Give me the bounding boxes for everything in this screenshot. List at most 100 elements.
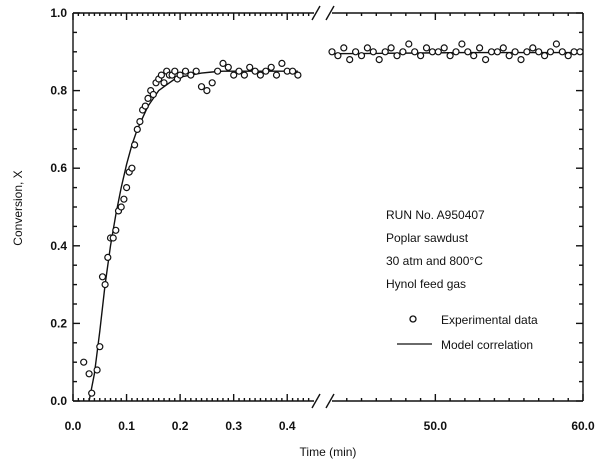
experimental-data-point: [197, 83, 206, 91]
y-tick-label: 0.4: [50, 239, 67, 253]
experimental-data-point: [570, 48, 578, 56]
experimental-data-point: [458, 40, 466, 48]
experimental-data-point: [387, 44, 395, 52]
experimental-data-point: [511, 48, 519, 56]
experimental-data-point: [381, 48, 389, 56]
experimental-data-point: [171, 67, 179, 75]
experimental-data-point: [149, 90, 157, 99]
legend-label-model: Model correlation: [441, 338, 533, 352]
experimental-data-point: [399, 48, 407, 56]
y-tick-label: 0.6: [50, 161, 67, 175]
experimental-data-point: [208, 79, 216, 87]
experimental-data-point: [535, 48, 543, 56]
axis-break-mark: [325, 5, 335, 21]
experimental-data-point: [187, 71, 195, 79]
experimental-data-point: [224, 63, 232, 71]
experimental-data-point: [101, 281, 109, 289]
experimental-data-point: [117, 203, 125, 211]
experimental-data-point: [136, 117, 144, 126]
legend: Experimental data Model correlation: [397, 313, 538, 352]
axis-break-mark: [311, 393, 321, 409]
axis-ticks: [72, 12, 584, 402]
experimental-data-point: [546, 48, 555, 56]
experimental-data-point: [487, 48, 496, 56]
experimental-data-point: [452, 48, 460, 56]
experimental-data-point: [346, 55, 354, 64]
experimental-data-point: [505, 52, 513, 60]
experimental-data-point: [278, 59, 286, 68]
x-tick-label: 0.0: [65, 419, 82, 433]
experimental-data-point: [267, 63, 275, 71]
experimental-data-point: [176, 71, 184, 79]
axis-break-mark: [325, 393, 335, 409]
experimental-data-point: [120, 195, 128, 203]
experimental-data-point: [112, 226, 120, 234]
axis-break-mark: [311, 5, 321, 21]
experimental-data-point: [272, 71, 281, 79]
experimental-data-point: [144, 94, 152, 103]
x-tick-label: 50.0: [424, 419, 448, 433]
y-tick-label: 1.0: [50, 6, 67, 20]
experimental-data-point: [417, 52, 425, 60]
annotation-conditions: 30 atm and 800°C: [386, 254, 483, 268]
experimental-data-point: [411, 48, 419, 56]
experimental-data-point: [262, 67, 270, 75]
experimental-data-point: [104, 253, 112, 261]
experimental-data-point: [482, 55, 490, 64]
experimental-data-point: [93, 366, 101, 374]
experimental-data-point: [141, 102, 149, 110]
experimental-data-point: [517, 55, 525, 64]
experimental-data-point: [328, 48, 336, 56]
annotation-run: RUN No. A950407: [386, 208, 485, 222]
y-tick-label: 0.2: [50, 316, 67, 330]
x-tick-label: 0.4: [279, 419, 296, 433]
y-tick-label: 0.8: [50, 84, 67, 98]
experimental-data-point: [203, 86, 211, 95]
y-tick-label: 0.0: [50, 394, 67, 408]
experimental-data-point: [552, 40, 561, 48]
annotation-feed-gas: Hynol feed gas: [386, 277, 466, 291]
experimental-data-point: [289, 67, 297, 75]
experimental-data-point: [133, 125, 141, 133]
experimental-data-point: [428, 48, 436, 56]
experimental-data-point: [98, 273, 107, 281]
experimental-data-point: [340, 44, 348, 52]
experimental-data-point: [128, 164, 136, 172]
experimental-data-point: [576, 48, 584, 56]
x-tick-label: 0.3: [225, 419, 242, 433]
experimental-data-point: [246, 63, 254, 71]
experimental-data-point: [470, 52, 478, 60]
experimental-data-point: [251, 67, 259, 75]
experimental-data-point: [499, 44, 507, 52]
experimental-data-point: [334, 52, 342, 60]
experimental-data-point: [405, 40, 413, 48]
experimental-data-point: [294, 71, 302, 79]
experimental-data-point: [122, 184, 131, 192]
experimental-data-point: [422, 44, 431, 52]
experimental-data-point: [529, 44, 537, 52]
experimental-data-point: [558, 48, 566, 56]
experimental-data-point: [219, 59, 227, 68]
experimental-data-point: [80, 358, 88, 366]
experimental-data-point: [476, 44, 484, 52]
experimental-data-point: [564, 52, 572, 60]
annotation-material: Poplar sawdust: [386, 231, 469, 245]
experimental-data-point: [393, 52, 401, 60]
experimental-data-point: [157, 71, 165, 79]
experimental-data-point: [235, 67, 243, 75]
experimental-data-point: [160, 79, 168, 87]
experimental-data-point: [192, 67, 200, 75]
legend-label-experimental: Experimental data: [441, 313, 538, 327]
experimental-data-point: [88, 389, 96, 397]
experimental-data-point: [352, 48, 360, 56]
plot-frame: [72, 5, 584, 409]
experimental-data-point: [375, 55, 383, 64]
x-tick-label: 0.1: [118, 419, 135, 433]
experimental-data-point: [434, 48, 442, 56]
experimental-data-point: [540, 52, 549, 60]
legend-marker-experimental: [409, 315, 417, 323]
x-tick-label: 0.2: [172, 419, 189, 433]
experimental-data-point: [464, 48, 472, 56]
experimental-data-point: [181, 67, 190, 75]
data-points: [80, 40, 584, 397]
